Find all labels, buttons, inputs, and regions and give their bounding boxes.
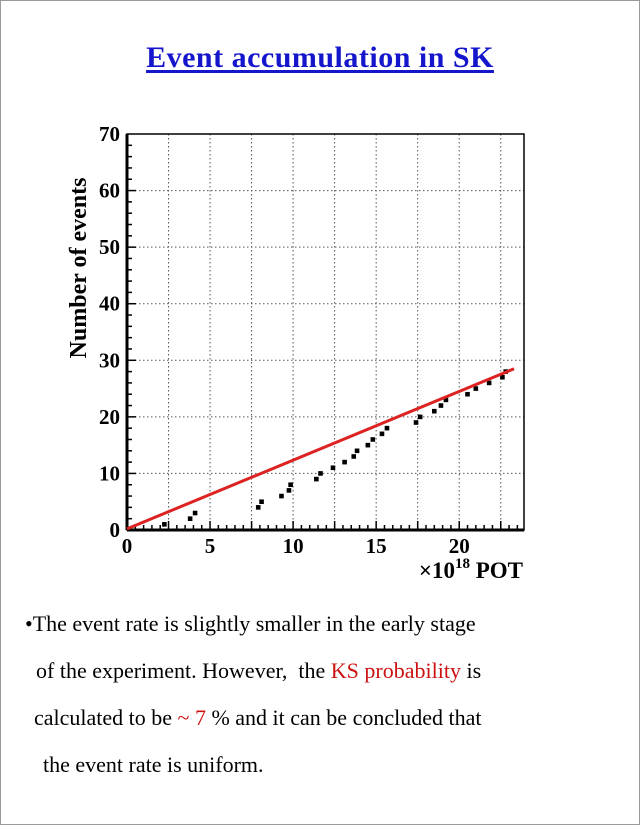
data-point [255, 505, 261, 510]
data-point [486, 380, 492, 386]
data-point [379, 431, 385, 437]
y-tick-label: 10 [99, 461, 120, 485]
data-point [438, 403, 444, 408]
data-point [318, 471, 323, 476]
plot-frame [126, 133, 525, 531]
data-point [162, 522, 167, 527]
x-tick-label: 20 [449, 534, 470, 558]
data-point [187, 516, 193, 521]
data-point [314, 476, 319, 482]
page-title-text: Event accumulation in SK [146, 41, 494, 74]
body-text-highlight: ~ 7 [177, 705, 206, 730]
data-point [370, 437, 376, 442]
data-point [330, 465, 336, 471]
body-text-segment: the event rate is uniform. [43, 752, 264, 777]
chart-ticks [127, 144, 519, 530]
data-point [500, 374, 505, 380]
y-tick-label: 30 [99, 348, 120, 372]
body-text-segment: calculated to be [34, 705, 178, 730]
data-point [473, 386, 479, 391]
chart-frame [125, 133, 525, 532]
y-tick-label: 40 [99, 292, 120, 316]
uniform-rate-expectation-line [126, 367, 515, 531]
data-point [351, 454, 357, 459]
data-point [365, 442, 371, 448]
data-point [279, 493, 284, 499]
body-text-line: calculated to be ~ 7 % and it can be con… [1, 705, 639, 730]
x-tick-label: 10 [283, 534, 304, 558]
body-text-line: •The event rate is slightly smaller in t… [1, 611, 639, 636]
body-text-segment: % and it can be concluded that [205, 705, 482, 730]
y-tick-label: 60 [99, 179, 120, 203]
body-text-line: the event rate is uniform. [1, 752, 639, 777]
y-tick-label: 20 [99, 405, 120, 429]
body-text-line: of the experiment. However, the KS proba… [1, 658, 639, 683]
y-axis-title: Number of events [66, 178, 92, 359]
event-accumulation-chart: 0 5 10 15 20 0 10 20 30 40 50 60 70 Number of events ×… [66, 122, 525, 583]
page-title: Event accumulation in SK [1, 41, 639, 75]
data-point [413, 420, 419, 425]
y-tick-label: 0 [110, 518, 121, 542]
y-tick-label: 50 [99, 235, 120, 259]
chart-axis-labels: 0 5 10 15 20 0 10 20 30 40 50 60 70 Number of events ×… [66, 122, 523, 583]
conclusion-text: •The event rate is slightly smaller in t… [1, 611, 639, 799]
data-point [342, 459, 347, 465]
y-tick-label: 70 [99, 122, 120, 146]
data-point [443, 397, 449, 403]
x-tick-label: 0 [122, 534, 133, 558]
data-point [192, 510, 198, 516]
x-tick-label: 15 [366, 534, 387, 558]
data-point [288, 482, 293, 488]
observed-cumulative-events-points [162, 369, 509, 527]
chart-grid [127, 134, 524, 530]
data-point [259, 499, 264, 505]
body-text-segment: is [460, 658, 482, 683]
data-point [465, 391, 470, 397]
body-text-segment: of the experiment. However, the [36, 658, 331, 683]
body-text-segment: •The event rate is slightly smaller in t… [25, 611, 476, 636]
data-point [417, 414, 423, 420]
data-point [384, 425, 390, 431]
data-point [354, 448, 360, 454]
data-point [432, 408, 437, 414]
x-axis-title: ×1018 POT [419, 556, 523, 583]
x-tick-label: 5 [205, 534, 216, 558]
body-text-highlight: KS probability [330, 658, 461, 683]
data-point [286, 488, 292, 493]
